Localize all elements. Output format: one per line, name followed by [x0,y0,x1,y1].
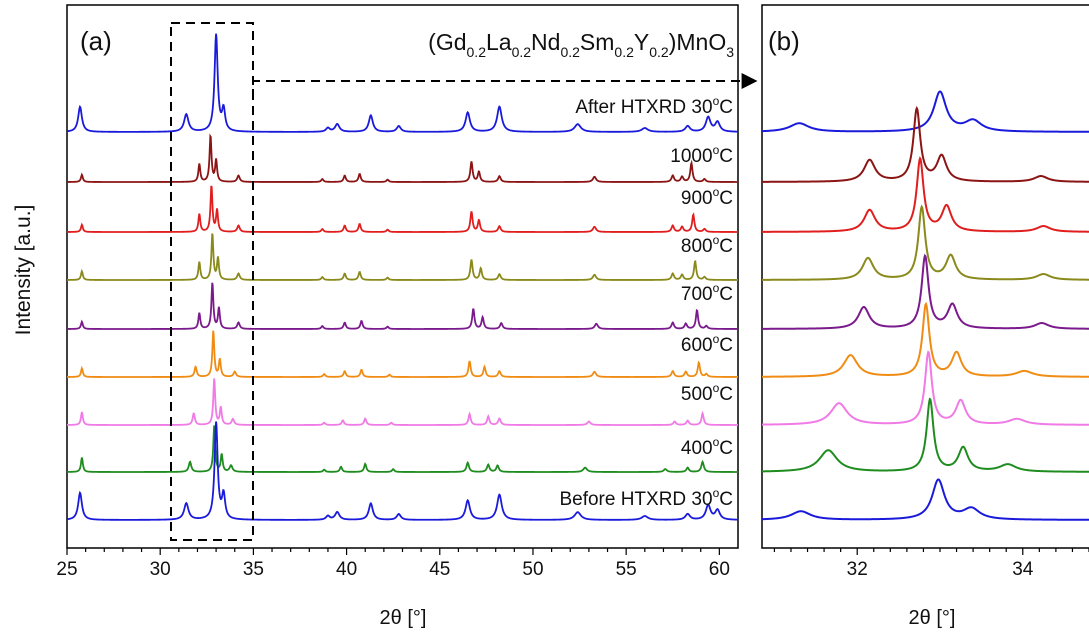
series-label-4: 700oC [681,281,733,305]
x-tick-label-a-40: 40 [336,559,357,580]
series-label-3: 800oC [681,233,733,257]
panel-a-x-axis-label: 2θ [°] [380,607,427,629]
panel-b-label: (b) [768,26,800,56]
series-line-b-before-htxrd-30-c [762,478,1089,521]
x-tick-label-a-60: 60 [709,559,730,580]
series-label-2: 900oC [681,185,733,209]
x-tick-label-a-45: 45 [429,559,450,580]
series-line-a-800-c [67,233,738,281]
series-line-a-1000-c [67,133,738,183]
series-line-b-after-htxrd-30-c [762,90,1089,133]
series-label-6: 500oC [681,381,733,405]
series-line-a-900-c [67,185,738,233]
panel-a-label: (a) [80,26,112,56]
series-line-a-before-htxrd-30-c [67,421,738,521]
series-line-a-after-htxrd-30-c [67,33,738,133]
zoom-arrow [252,73,758,98]
x-tick-label-a-30: 30 [150,559,171,580]
x-tick-label-a-35: 35 [243,559,264,580]
series-label-0: After HTXRD 30oC [575,94,733,118]
series-label-1: 1000oC [670,143,733,167]
series-line-b-800-c [762,204,1089,281]
series-line-b-400-c [762,397,1089,473]
y-axis-label: Intensity [a.u.] [12,205,35,336]
panel-b-x-axis: 32 34 [773,548,1089,580]
series-line-b-500-c [762,350,1089,426]
series-label-7: 400oC [681,435,733,459]
compound-formula: (Gd0.2​La0.2​Nd0.2​Sm0.2​Y0.2​)MnO3​ [428,29,734,60]
panel-a-series-group [67,33,738,521]
series-line-b-900-c [762,156,1089,233]
series-line-b-600-c [762,301,1089,378]
series-line-a-700-c [67,282,738,330]
panel-a-x-axis: 25 30 35 40 45 50 55 60 [56,548,730,580]
panel-a-frame [66,4,739,549]
series-line-a-500-c [67,378,738,426]
x-tick-label-b-32: 32 [847,559,868,580]
panel-b-x-axis-label: 2θ [°] [909,607,956,629]
x-tick-label-b-34: 34 [1012,559,1034,580]
x-tick-label-a-25: 25 [56,559,77,580]
panel-b-series-group [762,90,1089,521]
x-tick-label-a-55: 55 [616,559,637,580]
series-line-a-600-c [67,330,738,378]
series-line-b-700-c [762,253,1089,330]
series-labels: After HTXRD 30oC 1000oC 900oC 800oC 700oC 600… [559,94,733,510]
series-line-b-1000-c [762,105,1089,183]
panel-b-frame [761,4,1089,549]
x-tick-label-a-50: 50 [522,559,543,580]
series-line-a-400-c [67,425,738,473]
series-label-5: 600oC [681,332,733,356]
series-label-8: Before HTXRD 30oC [559,486,733,510]
